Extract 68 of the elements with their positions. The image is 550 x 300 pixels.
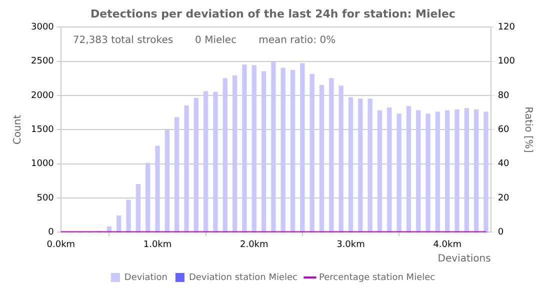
y2-axis-title: Ratio [%]	[522, 106, 534, 153]
legend-label: Percentage station Mielec	[318, 272, 436, 283]
bar	[146, 162, 150, 232]
bar	[213, 92, 218, 232]
bar	[155, 146, 160, 232]
bar	[300, 63, 305, 232]
bar	[406, 106, 412, 232]
y-tick-label: 1000	[31, 159, 54, 170]
bar	[116, 215, 122, 232]
y-tick-label: 500	[36, 193, 54, 204]
y2-tick-label: 100	[498, 56, 516, 67]
x-tick-label: 4.0km	[433, 240, 462, 250]
bar	[464, 108, 469, 232]
bar	[319, 84, 324, 232]
x-tick-label: 3.0km	[336, 240, 365, 250]
y2-tick-label: 80	[498, 90, 510, 101]
bar	[174, 117, 180, 232]
bar	[290, 70, 296, 232]
bar	[222, 78, 228, 232]
y-axis-title: Count	[12, 114, 24, 145]
bar	[136, 184, 141, 232]
legend-label: Deviation	[124, 272, 168, 283]
y2-tick-label: 0	[498, 228, 504, 238]
bar	[242, 64, 247, 232]
chart-title: Detections per deviation of the last 24h for station: Mielec	[90, 7, 456, 20]
bar	[184, 105, 189, 232]
x-axis-title: Deviations	[438, 254, 491, 265]
bar	[454, 110, 460, 232]
bar	[261, 71, 266, 232]
bar	[426, 114, 430, 232]
bar	[348, 97, 354, 232]
bar	[280, 68, 286, 232]
bar	[445, 110, 450, 232]
bar	[126, 200, 131, 232]
bar	[194, 98, 198, 232]
bar	[271, 62, 276, 232]
legend-label: Deviation station Mielec	[188, 272, 298, 283]
bar	[164, 130, 170, 232]
bar	[368, 98, 372, 232]
bar	[358, 98, 363, 232]
bar	[484, 112, 488, 232]
y-tick-label: 0	[48, 228, 54, 238]
bar	[338, 86, 344, 232]
y2-tick-label: 120	[498, 22, 516, 33]
y2-tick-label: 20	[498, 193, 510, 204]
bar	[377, 110, 382, 232]
y-tick-label: 1500	[31, 125, 54, 136]
bar	[329, 78, 334, 232]
y-tick-label: 3000	[31, 22, 54, 33]
x-tick-label: 2.0km	[240, 240, 268, 250]
bar	[416, 110, 421, 232]
bar	[203, 91, 208, 232]
x-tick-label: 1.0km	[143, 240, 172, 250]
y2-tick-label: 40	[498, 159, 510, 170]
y-tick-label: 2000	[31, 90, 54, 101]
bar	[396, 114, 402, 232]
annotation: mean ratio: 0%	[258, 34, 336, 46]
annotation: 72,383 total strokes	[72, 34, 174, 46]
bar	[232, 75, 238, 232]
y-tick-label: 2500	[31, 56, 54, 67]
bar	[252, 65, 256, 232]
bar	[474, 110, 479, 232]
y2-tick-label: 60	[498, 125, 510, 136]
annotation: 0 Mielec	[195, 34, 237, 46]
bar	[310, 74, 314, 232]
x-tick-label: 0.0km	[46, 240, 76, 250]
bar	[435, 112, 440, 232]
bar	[387, 108, 392, 232]
